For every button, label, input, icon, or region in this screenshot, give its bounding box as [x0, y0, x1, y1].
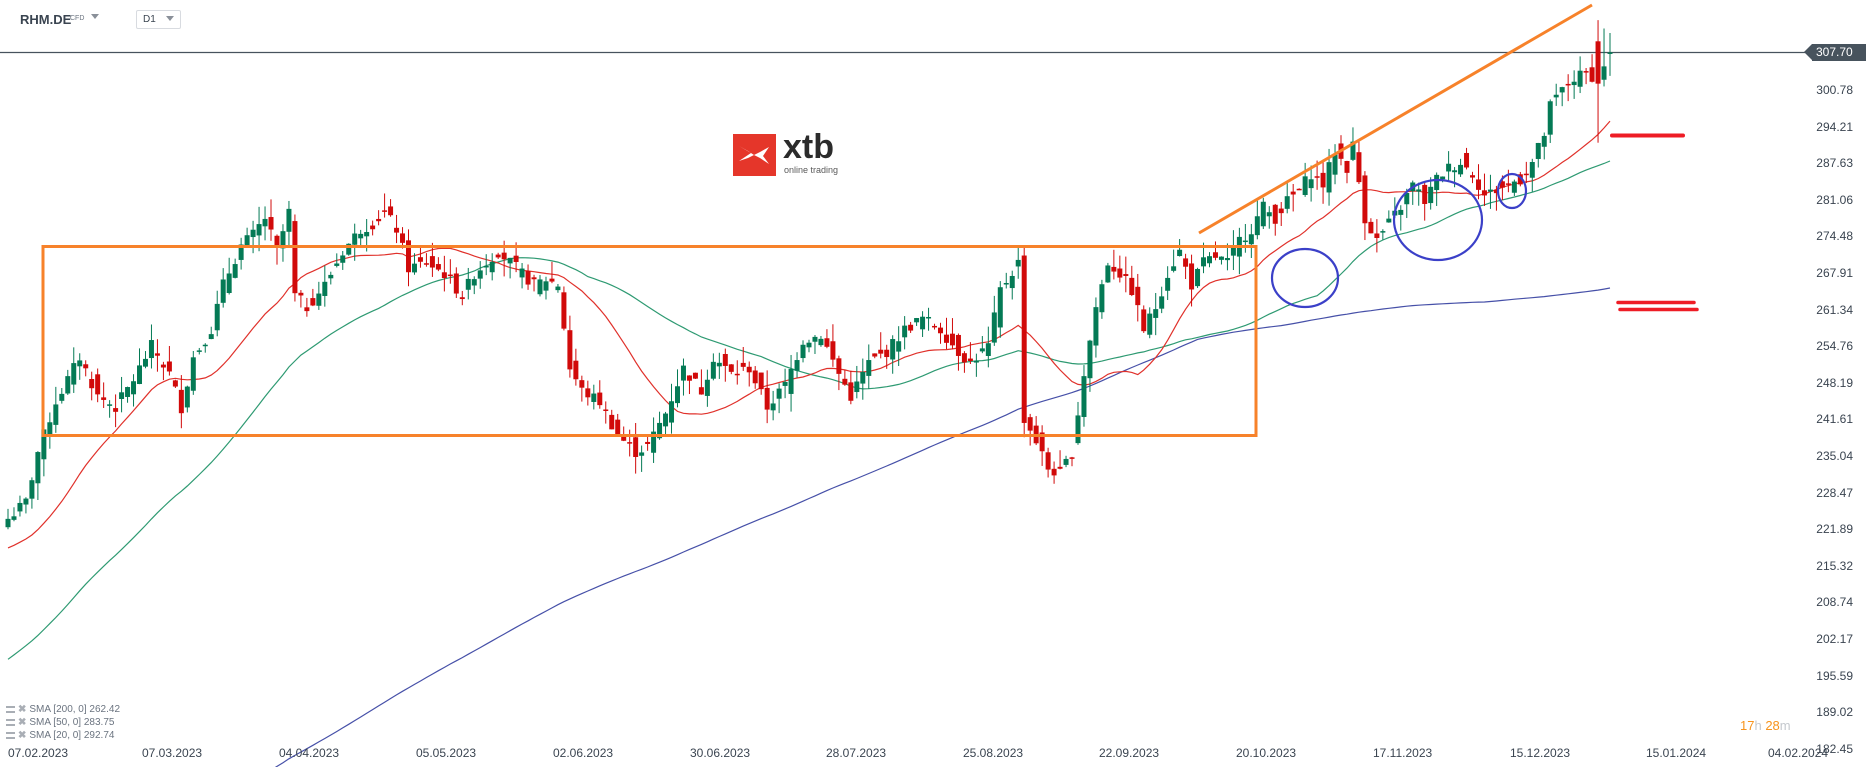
legend-sma-20[interactable]: ✖ SMA [20, 0] 292.74: [6, 730, 114, 741]
price-axis-label: 182.45: [1816, 741, 1853, 756]
sma-200-line: [274, 287, 1611, 767]
current-price-tag-arrow-icon: [1804, 44, 1812, 60]
date-axis-label: 28.07.2023: [826, 746, 887, 760]
symbol-label[interactable]: RHM.DE: [20, 12, 72, 27]
timeframe-value: D1: [143, 14, 156, 25]
price-axis-label: 208.74: [1816, 595, 1853, 610]
date-axis-label: 07.02.2023: [8, 746, 69, 760]
chart-toolbar: RHM.DE CFD D1: [0, 0, 1866, 40]
sma-50-line: [7, 160, 1611, 660]
countdown-hours: 17: [1740, 718, 1755, 733]
price-axis-label: 235.04: [1816, 449, 1853, 463]
current-price-tag: 307.70: [1812, 44, 1866, 61]
price-axis-label: 261.34: [1816, 302, 1853, 317]
indicator-settings-icon[interactable]: [6, 719, 15, 726]
candlestick-series: [5, 20, 1613, 530]
xtb-logo-mark-icon: [733, 134, 776, 176]
instrument-type-label: CFD: [70, 15, 85, 22]
price-axis-label: 248.19: [1816, 375, 1853, 390]
price-axis-label: 294.21: [1816, 119, 1853, 134]
price-axis-label: 274.48: [1816, 229, 1853, 244]
date-axis-label: 20.10.2023: [1236, 746, 1297, 760]
legend-label: SMA [50, 0] 283.75: [29, 717, 115, 728]
legend-label: SMA [20, 0] 292.74: [29, 730, 115, 741]
logo-brand-text: xtb: [783, 128, 834, 166]
price-axis-label: 228.47: [1816, 485, 1853, 500]
price-axis-label: 215.32: [1816, 558, 1853, 573]
price-axis-label: 241.61: [1816, 412, 1853, 427]
price-axis-label: 267.91: [1816, 266, 1853, 280]
date-axis-label: 04.02.2024: [1768, 746, 1829, 760]
price-axis-label: 281.06: [1816, 192, 1853, 207]
date-axis-label: 30.06.2023: [690, 746, 751, 760]
date-axis-label: 05.05.2023: [416, 746, 477, 760]
price-axis-label: 300.78: [1816, 83, 1853, 97]
range-rectangle[interactable]: [41, 245, 1258, 437]
countdown-minutes-unit: m: [1779, 718, 1791, 733]
timeframe-select[interactable]: D1: [136, 10, 181, 29]
date-axis-label: 15.12.2023: [1510, 746, 1571, 760]
price-axis-label: 287.63: [1816, 156, 1853, 171]
remove-indicator-icon[interactable]: ✖: [18, 730, 27, 741]
date-axis-label: 17.11.2023: [1373, 746, 1433, 760]
date-axis-label: 07.03.2023: [142, 746, 203, 760]
remove-indicator-icon[interactable]: ✖: [18, 717, 27, 728]
logo-tagline: online trading: [784, 165, 839, 175]
countdown-hours-unit: h: [1754, 718, 1762, 733]
price-axis-label: 202.17: [1816, 632, 1853, 646]
legend-sma-200[interactable]: ✖ SMA [200, 0] 262.42: [6, 704, 120, 715]
chevron-down-icon: [166, 16, 174, 21]
legend-label: SMA [200, 0] 262.42: [29, 704, 121, 715]
price-axis-label: 195.59: [1816, 668, 1853, 683]
price-axis-label: 254.76: [1816, 339, 1853, 354]
date-axis-label: 25.08.2023: [963, 746, 1024, 760]
drawing-annotations[interactable]: [41, 3, 1699, 437]
ellipse-3[interactable]: [1496, 172, 1528, 210]
countdown-minutes: 28: [1765, 718, 1780, 733]
legend-sma-50[interactable]: ✖ SMA [50, 0] 283.75: [6, 717, 114, 728]
date-axis-label: 22.09.2023: [1099, 746, 1160, 760]
trendline[interactable]: [1198, 3, 1593, 235]
ellipse-1[interactable]: [1270, 247, 1340, 309]
date-axis-label: 15.01.2024: [1646, 746, 1707, 760]
remove-indicator-icon[interactable]: ✖: [18, 704, 27, 715]
sma-20-line: [7, 120, 1611, 549]
xtb-logo: xtb online trading: [733, 128, 843, 178]
date-axis-label: 04.04.2023: [279, 746, 340, 760]
candle-countdown: 17h 28m: [1740, 718, 1791, 733]
price-axis-label: 189.02: [1816, 705, 1853, 720]
date-axis-label: 02.06.2023: [553, 746, 614, 760]
symbol-dropdown-chevron-icon[interactable]: [91, 14, 99, 19]
ellipse-2[interactable]: [1392, 178, 1484, 262]
indicator-settings-icon[interactable]: [6, 706, 15, 713]
indicator-settings-icon[interactable]: [6, 732, 15, 739]
price-axis-label: 221.89: [1816, 522, 1853, 537]
